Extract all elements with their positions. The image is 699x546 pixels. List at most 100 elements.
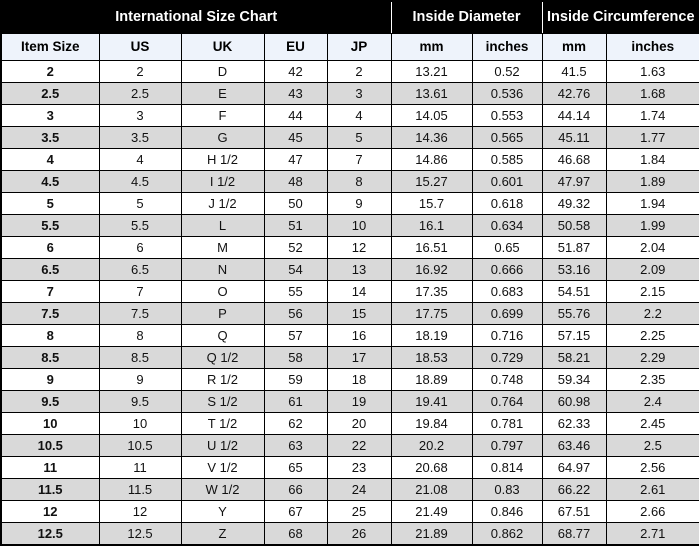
cell-diameter-inches: 0.862	[471, 522, 543, 546]
cell-uk: O	[180, 280, 265, 303]
cell-item-size: 3.5	[0, 126, 100, 149]
cell-uk: I 1/2	[180, 170, 265, 193]
cell-diameter-mm: 20.68	[390, 456, 473, 479]
cell-circumference-inches: 1.89	[605, 170, 699, 193]
cell-diameter-mm: 19.84	[390, 412, 473, 435]
column-header-uk: UK	[180, 33, 265, 61]
cell-eu: 48	[263, 170, 328, 193]
cell-us: 4.5	[98, 170, 182, 193]
cell-diameter-mm: 18.53	[390, 346, 473, 369]
cell-circumference-mm: 45.11	[541, 126, 607, 149]
cell-circumference-mm: 67.51	[541, 500, 607, 523]
table-row: 6 6 M 52 12 16.51 0.65 51.87 2.04	[0, 236, 699, 259]
cell-jp: 24	[326, 478, 392, 501]
cell-us: 3	[98, 104, 182, 127]
cell-diameter-mm: 21.49	[390, 500, 473, 523]
cell-diameter-inches: 0.764	[471, 390, 543, 413]
cell-jp: 16	[326, 324, 392, 347]
cell-jp: 5	[326, 126, 392, 149]
cell-us: 9.5	[98, 390, 182, 413]
table-row: 7.5 7.5 P 56 15 17.75 0.699 55.76 2.2	[0, 302, 699, 325]
cell-jp: 25	[326, 500, 392, 523]
cell-us: 12	[98, 500, 182, 523]
cell-diameter-inches: 0.618	[471, 192, 543, 215]
cell-item-size: 4.5	[0, 170, 100, 193]
cell-diameter-mm: 15.7	[390, 192, 473, 215]
cell-eu: 63	[263, 434, 328, 457]
column-header-diameter-mm: mm	[390, 33, 473, 61]
cell-uk: F	[180, 104, 265, 127]
table-row: 8 8 Q 57 16 18.19 0.716 57.15 2.25	[0, 324, 699, 347]
cell-circumference-inches: 2.15	[605, 280, 699, 303]
cell-circumference-mm: 47.97	[541, 170, 607, 193]
cell-jp: 10	[326, 214, 392, 237]
cell-circumference-inches: 2.09	[605, 258, 699, 281]
cell-jp: 12	[326, 236, 392, 259]
cell-item-size: 6	[0, 236, 100, 259]
cell-diameter-mm: 16.92	[390, 258, 473, 281]
cell-us: 5	[98, 192, 182, 215]
cell-diameter-inches: 0.729	[471, 346, 543, 369]
cell-item-size: 9.5	[0, 390, 100, 413]
cell-circumference-mm: 68.77	[541, 522, 607, 546]
cell-diameter-inches: 0.536	[471, 82, 543, 105]
cell-item-size: 5	[0, 192, 100, 215]
cell-uk: W 1/2	[180, 478, 265, 501]
cell-diameter-mm: 14.36	[390, 126, 473, 149]
cell-uk: U 1/2	[180, 434, 265, 457]
cell-jp: 20	[326, 412, 392, 435]
cell-circumference-mm: 46.68	[541, 148, 607, 171]
cell-uk: P	[180, 302, 265, 325]
cell-item-size: 6.5	[0, 258, 100, 281]
cell-circumference-inches: 2.4	[605, 390, 699, 413]
cell-circumference-mm: 63.46	[541, 434, 607, 457]
cell-diameter-mm: 18.89	[390, 368, 473, 391]
cell-jp: 22	[326, 434, 392, 457]
cell-item-size: 11	[0, 456, 100, 479]
cell-item-size: 10	[0, 412, 100, 435]
cell-us: 8	[98, 324, 182, 347]
column-header-diameter-inches: inches	[471, 33, 543, 61]
cell-item-size: 5.5	[0, 214, 100, 237]
cell-item-size: 12.5	[0, 522, 100, 546]
cell-uk: Z	[180, 522, 265, 546]
cell-item-size: 10.5	[0, 434, 100, 457]
table-row: 12.5 12.5 Z 68 26 21.89 0.862 68.77 2.71	[0, 522, 699, 546]
column-header-item-size: Item Size	[0, 33, 100, 61]
cell-diameter-mm: 15.27	[390, 170, 473, 193]
cell-us: 7.5	[98, 302, 182, 325]
cell-diameter-inches: 0.601	[471, 170, 543, 193]
cell-eu: 44	[263, 104, 328, 127]
cell-eu: 54	[263, 258, 328, 281]
table-row: 4.5 4.5 I 1/2 48 8 15.27 0.601 47.97 1.89	[0, 170, 699, 193]
cell-diameter-mm: 21.08	[390, 478, 473, 501]
cell-us: 7	[98, 280, 182, 303]
cell-circumference-inches: 1.63	[605, 60, 699, 83]
cell-circumference-mm: 50.58	[541, 214, 607, 237]
cell-circumference-inches: 1.77	[605, 126, 699, 149]
cell-jp: 18	[326, 368, 392, 391]
cell-diameter-mm: 13.21	[390, 60, 473, 83]
cell-uk: G	[180, 126, 265, 149]
cell-circumference-inches: 2.45	[605, 412, 699, 435]
cell-item-size: 7	[0, 280, 100, 303]
cell-us: 11	[98, 456, 182, 479]
cell-uk: E	[180, 82, 265, 105]
cell-diameter-inches: 0.846	[471, 500, 543, 523]
table-row: 10 10 T 1/2 62 20 19.84 0.781 62.33 2.45	[0, 412, 699, 435]
cell-item-size: 2.5	[0, 82, 100, 105]
table-row: 5.5 5.5 L 51 10 16.1 0.634 50.58 1.99	[0, 214, 699, 237]
table-body: 2 2 D 42 2 13.21 0.52 41.5 1.63 2.5 2.5 E 43 3 13.61 0.…	[0, 60, 699, 546]
cell-jp: 26	[326, 522, 392, 546]
cell-us: 3.5	[98, 126, 182, 149]
cell-item-size: 2	[0, 60, 100, 83]
cell-jp: 14	[326, 280, 392, 303]
cell-circumference-inches: 2.35	[605, 368, 699, 391]
cell-us: 11.5	[98, 478, 182, 501]
cell-jp: 2	[326, 60, 392, 83]
cell-eu: 57	[263, 324, 328, 347]
cell-diameter-mm: 16.1	[390, 214, 473, 237]
